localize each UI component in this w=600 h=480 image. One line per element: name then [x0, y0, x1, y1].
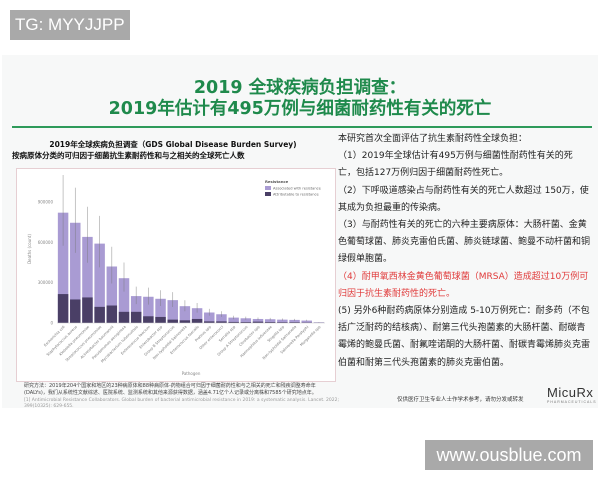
bar-attributable	[216, 321, 227, 323]
bar-attributable	[106, 305, 118, 323]
method-note: 研究方法：2019年204个国家和地区的23种病原体和88种病原体-药物组合可归…	[24, 383, 317, 396]
y-tick-label: 900000	[38, 199, 54, 204]
bar-associated	[57, 212, 69, 323]
bar-attributable	[130, 311, 142, 323]
slide-title: 2019 全球疾病负担调查： 2019年估计有495万例与细菌耐药性有关的死亡	[2, 78, 598, 120]
bar-attributable	[228, 321, 239, 323]
bar-attributable	[118, 311, 130, 323]
bar-associated	[70, 222, 81, 323]
bar-associated	[228, 317, 239, 323]
summary-intro: 本研究首次全面评估了抗生素耐药性全球负担：	[338, 134, 528, 144]
chart-title-line-1: 2019年全球疾病负担调查（GDS Global Disease Burden …	[49, 140, 297, 149]
bar-associated	[277, 319, 288, 323]
bar-attributable	[57, 294, 69, 323]
disclaimer-note: 仅供医疗卫生专业人士作学术参考，请勿分发或转发	[397, 397, 524, 403]
y-tick-label: 0	[50, 321, 53, 326]
title-divider	[12, 126, 592, 128]
summary-point-5: (5) 另外6种耐药病原体分别造成 5-10万例死亡：耐多药（不包括广泛耐药的结…	[338, 306, 591, 368]
summary-point-1: （1）2019年全球估计有495万例与细菌性耐药性有关的死亡，包括127万例归因…	[338, 151, 573, 179]
reference: [1] Antimicrobial Resistance Collaborato…	[24, 398, 340, 409]
chart-title: 2019年全球疾病负担调查（GDS Global Disease Burden …	[12, 139, 334, 161]
bar-associated	[155, 298, 166, 323]
chart-container: 0 300000 600000 900000 Deaths (count) Escheri…	[16, 168, 336, 382]
bar-associated	[289, 319, 300, 323]
bar-attributable	[252, 321, 264, 323]
bar-attributable	[277, 322, 288, 323]
summary-point-2: （2）下呼吸道感染占与耐药性有关的死亡人数超过 150万，使其成为负担最重的传染…	[338, 185, 589, 213]
bar-associated	[106, 266, 118, 323]
slide: 2019 全球疾病负担调查： 2019年估计有495万例与细菌耐药性有关的死亡 …	[2, 55, 598, 409]
legend-swatch	[265, 186, 271, 190]
bar-associated	[179, 306, 191, 323]
bar-attributable	[94, 306, 105, 323]
bar-associated	[167, 300, 178, 323]
bar-attributable	[167, 319, 178, 323]
bar-attributable	[70, 299, 81, 323]
bar-attributable	[301, 322, 312, 323]
bar-associated	[191, 308, 203, 323]
bar-attributable	[191, 318, 203, 323]
bar-associated	[252, 318, 264, 323]
logo-text: MicuRx	[547, 385, 594, 400]
bar-attributable	[240, 322, 252, 323]
legend-label: Attributable to resistance	[273, 193, 319, 197]
bar-attributable	[143, 316, 154, 323]
bar-attributable	[179, 320, 191, 323]
legend-swatch	[265, 192, 271, 196]
x-tick-label: Escherichia coli	[43, 325, 66, 348]
summary-point-3: （3）与耐药性有关的死亡的六种主要病原体：大肠杆菌、金黄色葡萄球菌、肺炎克雷伯氏…	[338, 220, 591, 265]
legend-label: Associated with resistance	[273, 187, 322, 191]
micurx-logo: MicuRx PHARMACEUTICALS	[547, 385, 597, 404]
bar-attributable	[82, 297, 93, 323]
watermark-tg: TG: MYYJJPP	[10, 10, 130, 40]
x-axis-label: Pathogen	[182, 371, 201, 376]
watermark-url: www.ousblue.com	[425, 440, 593, 470]
bar-associated	[130, 296, 142, 323]
y-tick-label: 300000	[38, 280, 54, 285]
bar-associated	[204, 312, 215, 323]
bar-associated	[240, 318, 252, 323]
bar-attributable	[155, 316, 166, 323]
chart-title-line-2: 按病原体分类的可归因于细菌抗生素耐药性和与之相关的全球死亡人数	[12, 151, 245, 160]
legend-title: Resistance	[265, 179, 289, 184]
title-line-1: 2019 全球疾病负担调查：	[193, 78, 407, 98]
y-axis-label: Deaths (count)	[27, 234, 32, 264]
title-line-2: 2019年估计有495万例与细菌耐药性有关的死亡	[108, 99, 492, 119]
bar-associated	[82, 236, 93, 323]
bar-associated	[118, 278, 130, 323]
bar-associated	[94, 243, 105, 323]
bar-associated	[143, 296, 154, 323]
bar-associated	[301, 320, 312, 323]
bar-attributable	[289, 322, 300, 323]
y-tick-label: 600000	[38, 240, 54, 245]
bar-chart: 0 300000 600000 900000 Deaths (count) Escheri…	[27, 175, 325, 376]
logo-subtext: PHARMACEUTICALS	[547, 400, 597, 404]
summary-point-4: （4）耐甲氧西林金黄色葡萄球菌（MRSA）造成超过10万例可归因于抗生素耐药性的…	[338, 271, 589, 299]
bar-attributable	[264, 322, 276, 323]
bar-associated	[264, 319, 276, 323]
summary-text: 本研究首次全面评估了抗生素耐药性全球负担： （1）2019年全球估计有495万例…	[338, 131, 590, 372]
bar-associated	[313, 322, 325, 323]
bar-associated	[216, 314, 227, 323]
bar-attributable	[204, 321, 215, 323]
